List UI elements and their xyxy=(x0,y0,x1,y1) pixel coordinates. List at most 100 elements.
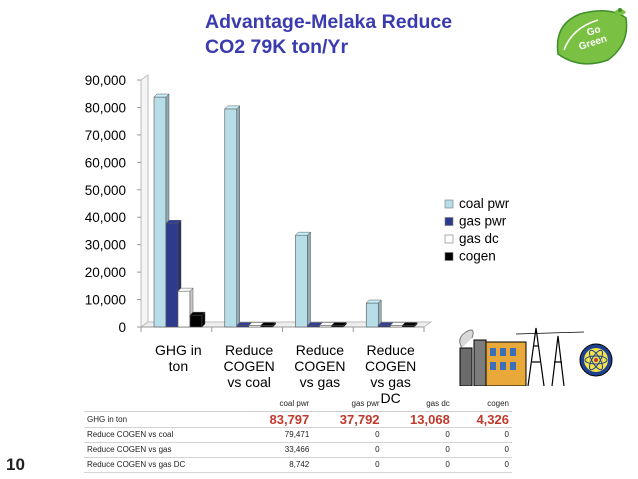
table-cell: 8,742 xyxy=(242,457,313,473)
x-category-label-line: COGEN xyxy=(294,358,345,374)
table-cell: 0 xyxy=(452,442,512,458)
bar-top xyxy=(401,322,418,326)
chart-side-wall xyxy=(140,74,149,328)
bar xyxy=(260,321,277,328)
table-row-label: GHG in ton xyxy=(84,411,242,428)
bar-top xyxy=(260,322,277,326)
table-header-cell: cogen xyxy=(452,396,512,412)
table-cell: 33,466 xyxy=(242,442,313,458)
x-category-label-line: vs coal xyxy=(227,374,271,390)
x-category-label-line: COGEN xyxy=(223,358,274,374)
table-header-cell: gas dc xyxy=(382,396,453,412)
table-row: Reduce COGEN vs coal 79,471 0 0 0 xyxy=(84,427,512,443)
table-row: Reduce COGEN vs gas DC 8,742 0 0 0 xyxy=(84,457,512,473)
legend-label: coal pwr xyxy=(459,196,510,211)
y-tick-label: 40,000 xyxy=(85,210,126,225)
bar-top xyxy=(224,105,241,110)
x-category-label-line: Reduce xyxy=(296,342,344,358)
bar xyxy=(224,105,241,328)
x-category-label: GHG in ton xyxy=(155,342,202,374)
bar xyxy=(365,299,382,328)
y-tick-label: 90,000 xyxy=(85,73,126,88)
slide-title-line1: Advantage-Melaka Reduce xyxy=(205,11,453,33)
y-tick-label: 30,000 xyxy=(85,238,126,253)
bar-front xyxy=(365,302,379,328)
bar-front xyxy=(295,234,308,328)
page-number: 10 xyxy=(6,455,25,474)
table-header-cell: coal pwr xyxy=(242,396,313,412)
table-cell: 37,792 xyxy=(312,411,383,428)
y-tick-label: 70,000 xyxy=(85,128,126,143)
legend-swatch xyxy=(444,252,454,261)
bar-front xyxy=(153,96,167,328)
chart-plot-area xyxy=(139,74,433,332)
x-category-label-line: ton xyxy=(169,358,188,374)
bar-side xyxy=(307,231,311,328)
power-plant-clipart xyxy=(456,322,613,386)
y-tick-label: 20,000 xyxy=(85,265,126,280)
x-category-label-line: Reduce xyxy=(225,342,273,358)
bar-front xyxy=(189,314,203,328)
table-header-cell: gas pwr xyxy=(312,396,383,412)
bar-front xyxy=(177,290,191,328)
bar-top xyxy=(189,311,206,316)
bar-front xyxy=(165,222,179,328)
y-tick-label: 60,000 xyxy=(85,155,126,170)
legend-swatch xyxy=(444,234,454,244)
table-cell: 0 xyxy=(312,457,383,473)
data-table: coal pwr gas pwr gas dc cogen GHG in ton… xyxy=(84,396,512,473)
slide-title-line2: CO2 79K ton/Yr xyxy=(205,36,349,58)
table-cell: 0 xyxy=(312,442,383,458)
table-cell: 0 xyxy=(382,427,453,443)
logo-text-go: Go xyxy=(586,24,603,39)
y-tick-label: 50,000 xyxy=(85,183,126,198)
bar-side xyxy=(236,105,240,328)
bar-top xyxy=(330,322,348,326)
bar-top xyxy=(365,299,382,304)
x-category-label-line: GHG in xyxy=(155,342,202,358)
x-category-label: Reduce COGEN vs coal xyxy=(223,342,274,390)
table-row: Reduce COGEN vs gas 33,466 0 0 0 xyxy=(84,442,512,458)
legend-swatch xyxy=(444,217,454,226)
y-tick-label: 80,000 xyxy=(85,100,126,115)
table-cell: 79,471 xyxy=(242,427,313,443)
table-row-label: Reduce COGEN vs gas DC xyxy=(84,457,242,473)
table-cell: 0 xyxy=(452,457,512,473)
table-cell: 0 xyxy=(452,427,512,443)
chart-legend: coal pwr gas pwr gas dc cogen xyxy=(444,196,510,264)
slide-title: Advantage-Melaka Reduce CO2 79K ton/Yr xyxy=(205,10,535,60)
table-cell: 0 xyxy=(382,442,453,458)
bar xyxy=(401,321,418,328)
table-row-label: Reduce COGEN vs coal xyxy=(84,427,242,443)
legend-swatch xyxy=(444,199,454,209)
legend-label: gas pwr xyxy=(459,214,507,229)
table-row: GHG in ton 83,797 37,792 13,068 4,326 xyxy=(84,411,512,428)
bar-front xyxy=(224,108,238,328)
bar xyxy=(330,321,348,328)
x-category-label-line: vs gas xyxy=(300,374,340,390)
x-category-label-line: vs gas xyxy=(370,374,410,390)
legend-label: cogen xyxy=(459,249,496,264)
table-cell: 0 xyxy=(382,457,453,473)
table-cell: 0 xyxy=(312,427,383,443)
bar-top xyxy=(165,220,182,224)
chart-bars xyxy=(153,93,418,328)
table-header-row: coal pwr gas pwr gas dc cogen xyxy=(84,396,512,412)
table-cell: 83,797 xyxy=(242,411,313,428)
x-category-label: Reduce COGEN vs gas xyxy=(294,342,345,390)
bar-top xyxy=(153,93,170,98)
bar xyxy=(189,311,206,328)
bar-chart: 0 10,000 20,000 30,000 40,000 50,000 60,000 70,… xyxy=(85,73,510,406)
table-cell: 4,326 xyxy=(452,411,512,428)
table-cell: 13,068 xyxy=(382,411,453,428)
go-green-logo: Go Green xyxy=(556,8,628,65)
bar-top xyxy=(294,231,312,236)
y-axis: 0 10,000 20,000 30,000 40,000 50,000 60,000 70,… xyxy=(85,73,141,335)
legend-label: gas dc xyxy=(459,231,499,246)
bar xyxy=(294,231,312,328)
table-row-label: Reduce COGEN vs gas xyxy=(84,442,242,458)
y-tick-label: 10,000 xyxy=(85,293,126,308)
y-tick-label: 0 xyxy=(118,320,126,335)
x-category-label-line: COGEN xyxy=(365,358,416,374)
